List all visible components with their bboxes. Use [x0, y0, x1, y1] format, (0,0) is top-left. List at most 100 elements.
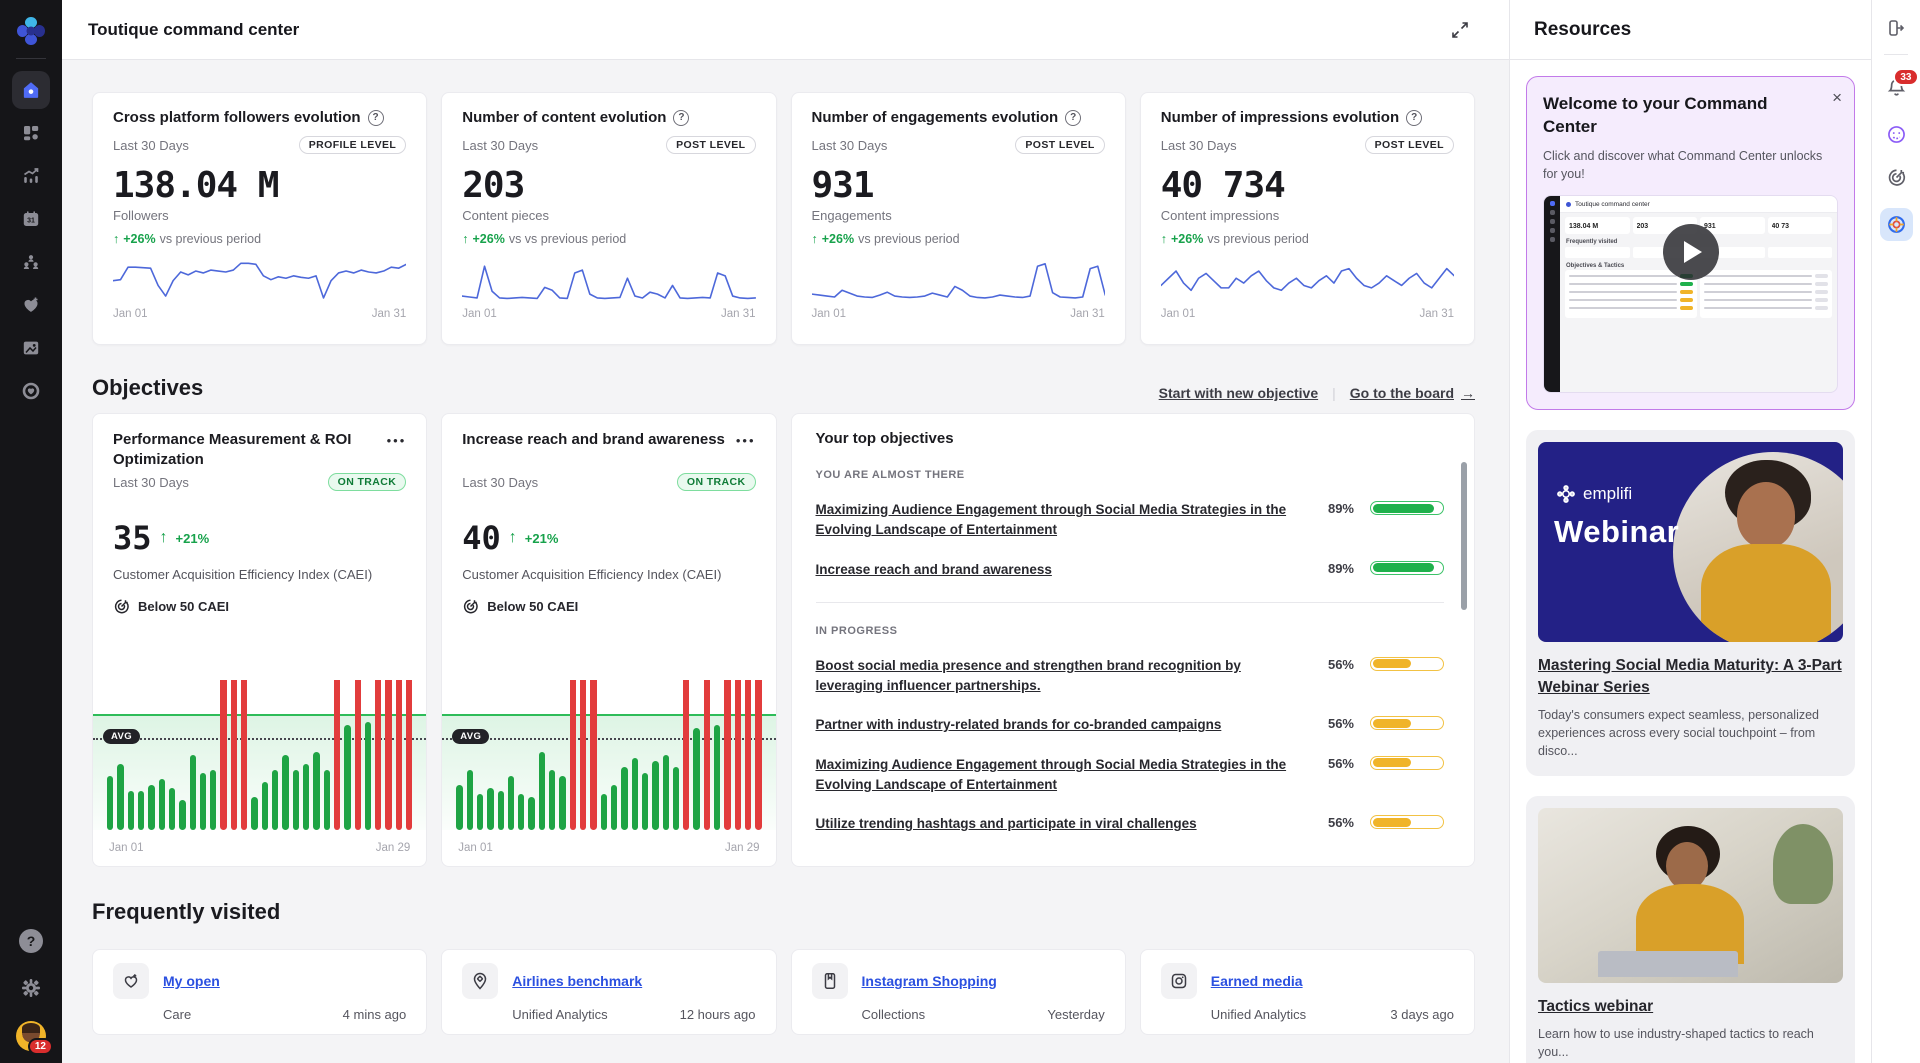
settings-button[interactable]: [12, 969, 50, 1007]
bar: [220, 680, 227, 830]
bar: [117, 764, 124, 830]
top-objectives-panel: Your top objectives YOU ARE ALMOST THERE…: [790, 413, 1475, 867]
bar: [487, 788, 494, 830]
bar: [476, 794, 484, 830]
help-circle-icon[interactable]: ?: [1065, 109, 1082, 126]
user-avatar[interactable]: 12: [16, 1021, 53, 1055]
metric-change: ↑ +26% vs previous period: [1160, 231, 1309, 246]
metric-period: Last 30 Days: [1160, 137, 1237, 153]
webinar-title-link[interactable]: Mastering Social Media Maturity: A 3-Par…: [1538, 657, 1842, 696]
sidebar-item-care[interactable]: [12, 286, 50, 324]
objective-link[interactable]: Partner with industry-related brands for…: [815, 717, 1222, 733]
visited-card[interactable]: Instagram Shopping Collections Yesterday: [790, 949, 1126, 1035]
visited-link[interactable]: My open: [163, 973, 220, 989]
objective-link[interactable]: Increase reach and brand awareness: [815, 561, 1052, 577]
help-hub-wheel-icon[interactable]: [1879, 208, 1913, 241]
webinar-card: emplifi Webinar Mastering Social Media M…: [1526, 430, 1855, 776]
bar: [210, 770, 217, 830]
visited-link[interactable]: Earned media: [1210, 973, 1303, 989]
sidebar-item-listening[interactable]: [12, 372, 50, 410]
close-icon[interactable]: ×: [1832, 88, 1842, 107]
links-separator: |: [1332, 385, 1336, 401]
objective-card-reach[interactable]: Increase reach and brand awareness ••• La…: [441, 413, 777, 867]
bars-series: [456, 680, 762, 830]
bar: [333, 680, 341, 830]
webinar-description: Today's consumers expect seamless, perso…: [1538, 707, 1819, 758]
help-circle-icon[interactable]: ?: [1406, 109, 1423, 126]
feedback-smiley-icon[interactable]: [1886, 124, 1907, 145]
bar: [406, 680, 413, 830]
help-circle-icon[interactable]: ?: [367, 109, 384, 126]
collapse-panel-icon[interactable]: [1886, 18, 1906, 38]
emplifi-logo-white: emplifi: [1556, 484, 1632, 504]
objective-list-item: Increase reach and brand awareness 89%: [815, 560, 1444, 580]
objectives-heading: Objectives: [92, 375, 204, 400]
sidebar-item-home[interactable]: [12, 71, 50, 109]
metric-card-impressions[interactable]: Number of impressions evolution? Last 30…: [1139, 92, 1475, 345]
left-sidebar: 31 ? 12: [0, 0, 62, 1063]
bar: [395, 680, 403, 830]
progress-bar: [1370, 755, 1444, 770]
objective-card-roi[interactable]: Performance Measurement & ROI Optimizati…: [92, 413, 428, 867]
visited-card[interactable]: My open Care 4 mins ago: [92, 949, 428, 1035]
bar: [580, 680, 587, 830]
expand-icon[interactable]: [1451, 21, 1469, 39]
progress-bar: [1370, 716, 1444, 731]
scrollbar-thumb[interactable]: [1461, 462, 1467, 610]
sidebar-item-content[interactable]: [12, 329, 50, 367]
progress-bar: [1370, 501, 1444, 515]
metric-card-content[interactable]: Number of content evolution? Last 30 Day…: [441, 92, 777, 345]
sidebar-item-analytics[interactable]: [12, 157, 50, 195]
metric-card-followers[interactable]: Cross platform followers evolution? Last…: [92, 92, 428, 345]
go-to-board-link[interactable]: Go to the board →: [1349, 385, 1475, 401]
objective-link[interactable]: Boost social media presence and strength…: [815, 657, 1241, 693]
objective-link[interactable]: Maximizing Audience Engagement through S…: [815, 756, 1287, 792]
sidebar-item-community[interactable]: [12, 243, 50, 281]
play-button[interactable]: [1662, 224, 1719, 281]
target-icon: [114, 599, 129, 614]
welcome-video-thumbnail[interactable]: Toutique command center 138.04 M 203 931…: [1543, 195, 1838, 394]
metric-cards-row: Cross platform followers evolution? Last…: [92, 92, 1475, 345]
notifications-badge: 33: [1893, 68, 1919, 86]
bar: [590, 680, 597, 830]
bar: [168, 788, 176, 830]
metric-card-engagements[interactable]: Number of engagements evolution? Last 30…: [790, 92, 1126, 345]
help-circle-icon[interactable]: ?: [673, 109, 690, 126]
visited-card[interactable]: Earned media Unified Analytics 3 days ago: [1139, 949, 1475, 1035]
metric-change: ↑ +26% vs previous period: [811, 231, 960, 246]
objectives-row: Performance Measurement & ROI Optimizati…: [92, 413, 1475, 867]
bar: [497, 791, 504, 830]
more-menu-icon[interactable]: •••: [735, 433, 756, 448]
date-range: Jan 01 Jan 31: [1160, 307, 1454, 320]
goals-target-icon[interactable]: [1886, 167, 1907, 188]
notifications-bell-icon[interactable]: 33: [1886, 68, 1919, 98]
level-badge: POST LEVEL: [666, 136, 756, 154]
resources-panel: Resources × Welcome to your Command Cent…: [1509, 0, 1871, 1063]
visited-card[interactable]: Airlines benchmark Unified Analytics 12 h…: [441, 949, 777, 1035]
visited-link[interactable]: Instagram Shopping: [861, 973, 997, 989]
visited-category: Unified Analytics: [1210, 1007, 1307, 1022]
start-new-objective-link[interactable]: Start with new objective: [1158, 385, 1319, 401]
sidebar-item-calendar[interactable]: 31: [12, 200, 50, 238]
progress-bar: [1370, 656, 1444, 671]
objective-metric: Customer Acquisition Efficiency Index (C…: [113, 567, 373, 582]
target-icon: [464, 599, 479, 614]
visited-link[interactable]: Airlines benchmark: [512, 973, 643, 989]
bar: [745, 680, 752, 830]
bar: [158, 779, 165, 830]
sidebar-item-dashboards[interactable]: [12, 114, 50, 152]
top-objectives-title: Your top objectives: [815, 430, 954, 447]
date-range: Jan 01 Jan 31: [113, 307, 407, 320]
objective-link[interactable]: Utilize trending hashtags and participat…: [815, 816, 1197, 831]
help-button[interactable]: ?: [19, 929, 43, 953]
bar: [621, 767, 628, 830]
more-menu-icon[interactable]: •••: [386, 433, 407, 448]
objective-link[interactable]: Maximizing Audience Engagement through S…: [815, 502, 1287, 538]
bar: [641, 773, 649, 830]
bar: [507, 776, 515, 830]
up-arrow-icon: ↑: [1160, 231, 1167, 246]
bar: [724, 680, 731, 830]
webinar-photo: [1673, 452, 1843, 643]
bar: [375, 680, 382, 830]
tactics-webinar-link[interactable]: Tactics webinar: [1538, 997, 1654, 1015]
